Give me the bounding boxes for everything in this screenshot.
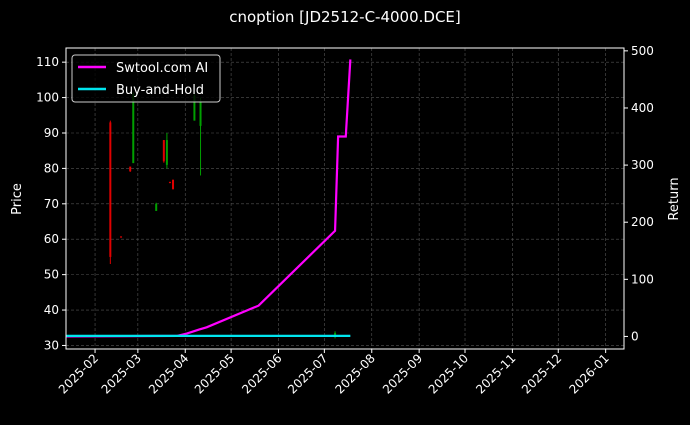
series-line-strategy — [65, 59, 352, 338]
x-tick-label: 2025-02 — [56, 351, 101, 396]
y-tick-label: 110 — [36, 55, 59, 69]
legend: Swtool.com AI Buy-and-Hold — [71, 54, 221, 103]
candle-body — [168, 181, 171, 183]
x-tick-label: 2025-12 — [519, 351, 564, 396]
series-lines — [65, 59, 352, 338]
x-tick-label: 2025-09 — [380, 351, 425, 396]
y-axis-label: Price — [10, 183, 25, 215]
candle-body — [193, 95, 196, 121]
y-axis-right: 0 100 200 300 400 500 — [624, 44, 654, 343]
y-tick-label: 80 — [44, 161, 59, 175]
candle-body — [120, 236, 123, 238]
legend-label-strategy: Swtool.com AI — [116, 61, 208, 76]
x-tick-label: 2025-05 — [192, 351, 237, 396]
candle-body — [162, 140, 165, 162]
y-tick-label: 90 — [44, 126, 59, 140]
candle-body — [129, 166, 132, 172]
y2-tick-label: 0 — [631, 329, 639, 343]
y2-tick-label: 200 — [631, 215, 654, 229]
y-tick-label: 30 — [44, 338, 59, 352]
plot-frame — [65, 47, 625, 350]
candle-body — [132, 94, 135, 164]
y2-axis-label: Return — [667, 177, 682, 220]
candle-body — [172, 179, 175, 189]
x-tick-label: 2025-07 — [285, 351, 330, 396]
candles — [109, 92, 337, 339]
y2-tick-label: 100 — [631, 272, 654, 286]
x-tick-label: 2026-01 — [566, 351, 611, 396]
x-tick-label: 2025-10 — [426, 351, 471, 396]
x-tick-label: 2025-03 — [99, 351, 144, 396]
y-tick-label: 40 — [44, 303, 59, 317]
chart-title: cnoption [JD2512-C-4000.DCE] — [229, 8, 461, 26]
y2-tick-label: 300 — [631, 158, 654, 172]
y-axis-left: 30 40 50 60 70 80 90 100 110 — [36, 55, 66, 352]
y-tick-label: 70 — [44, 197, 59, 211]
y-tick-label: 60 — [44, 232, 59, 246]
x-tick-label: 2025-11 — [473, 351, 518, 396]
candle-body — [165, 140, 168, 165]
y2-tick-label: 400 — [631, 101, 654, 115]
x-tick-label: 2025-08 — [333, 351, 378, 396]
y-tick-label: 50 — [44, 268, 59, 282]
x-tick-label: 2025-06 — [239, 351, 284, 396]
y-tick-label: 100 — [36, 91, 59, 105]
legend-label-buyhold: Buy-and-Hold — [116, 83, 204, 98]
candle-body — [199, 101, 202, 126]
candle-body — [155, 203, 158, 211]
y2-tick-label: 500 — [631, 44, 654, 58]
x-tick-label: 2025-04 — [146, 351, 191, 396]
candle-body — [109, 122, 112, 257]
